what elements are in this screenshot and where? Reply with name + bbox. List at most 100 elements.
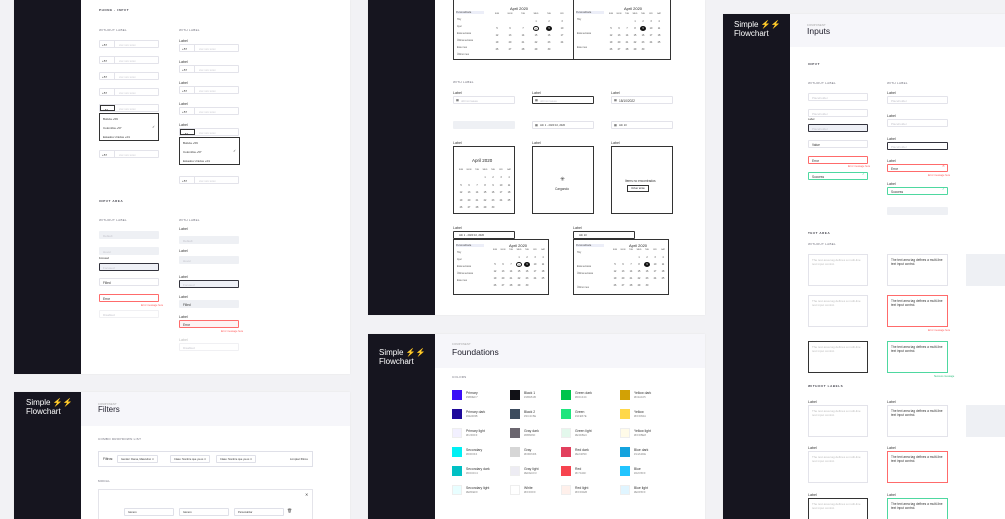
phone-field[interactable]: +57 xxx xxx xxxx [99, 88, 159, 96]
modal-chip[interactable]: Género [179, 508, 229, 516]
calendar-day[interactable]: 20 [617, 41, 621, 44]
calendar-day[interactable]: 7 [626, 27, 628, 30]
quick-option[interactable]: Este mes [577, 46, 587, 49]
calendar-day[interactable]: 8 [638, 263, 640, 266]
calendar-day[interactable]: 20 [508, 41, 512, 44]
calendar-day[interactable]: 4 [662, 256, 664, 259]
calendar-popup[interactable]: April 2020 SUN MON TUE WED THU FRI SAT 1 2 3 4 5 6 7 8… [453, 146, 515, 214]
calendar-day[interactable]: 28 [625, 48, 629, 51]
phone-field[interactable]: +57 xxx xxx xxxx [99, 72, 159, 80]
calendar-day[interactable]: 10 [653, 263, 657, 266]
calendar-day[interactable]: 3 [654, 256, 656, 259]
calendar-day[interactable]: 21 [625, 41, 629, 44]
calendar-day[interactable]: 19 [613, 277, 617, 280]
calendar-day[interactable]: 3 [650, 20, 652, 23]
calendar-day[interactable]: 21 [521, 41, 525, 44]
calendar-day[interactable]: 2 [526, 256, 528, 259]
clear-filters-button[interactable]: Limpiar filtros [290, 457, 308, 461]
calendar-day[interactable]: 24 [649, 41, 653, 44]
filled-input[interactable]: Filled [99, 278, 159, 286]
calendar-day[interactable]: 21 [509, 277, 513, 280]
calendar-day[interactable]: 13 [467, 191, 471, 194]
calendar-day[interactable]: 5 [460, 183, 462, 187]
country-option[interactable]: Bolivia +59 [103, 117, 118, 121]
calendar-day[interactable]: 4 [542, 256, 544, 259]
quick-option[interactable]: Personalizada [456, 11, 484, 14]
focused-input[interactable]: Placeholder [887, 142, 948, 150]
quick-option[interactable]: Esta semana [457, 265, 471, 268]
text-area[interactable]: The text area tag defines a multi-line t… [808, 405, 868, 437]
phone-field[interactable]: +57 xxx xxx xxxx [99, 150, 159, 158]
calendar-day[interactable]: 24 [653, 277, 657, 280]
calendar-day[interactable]: 5 [610, 27, 612, 30]
calendar-day[interactable]: 18 [507, 191, 511, 194]
calendar-day[interactable]: 26 [613, 284, 617, 287]
calendar-day[interactable]: 17 [499, 191, 503, 194]
calendar-day[interactable]: 26 [609, 48, 613, 51]
calendar-day[interactable]: 9 [644, 262, 650, 267]
calendar-day[interactable]: 9 [640, 26, 646, 31]
calendar-day[interactable]: 10 [533, 263, 537, 266]
phone-field[interactable]: +57 xxx xxx xxxx [99, 40, 159, 48]
range-input[interactable]: ▦ Abr 1 - 2020 10, 2020 [532, 121, 594, 129]
short-date-input[interactable]: ▦ Abr 10 [611, 121, 673, 129]
hover-input[interactable]: Hover [99, 247, 159, 255]
quick-option[interactable]: Hoy [457, 251, 462, 254]
calendar-day[interactable]: 26 [493, 284, 497, 287]
text-area-success[interactable]: The text area tag defines a multi-line t… [887, 341, 948, 373]
calendar-day[interactable]: 27 [617, 48, 621, 51]
calendar-day[interactable]: 13 [508, 34, 512, 37]
calendar-day[interactable]: 5 [496, 27, 498, 30]
calendar-day[interactable]: 1 [518, 256, 520, 259]
calendar-day[interactable]: 14 [629, 270, 633, 273]
calendar-day[interactable]: 8 [634, 27, 636, 30]
error-input[interactable]: Error [179, 320, 239, 328]
quick-option[interactable]: Última semana [457, 272, 473, 275]
calendar-day[interactable]: 6 [502, 263, 504, 266]
calendar-day[interactable]: 15 [517, 270, 521, 273]
calendar-day[interactable]: 23 [525, 277, 529, 280]
filter-chip[interactable]: Clase: Nombre que ya es ✕ [216, 455, 257, 463]
focused-input[interactable]: Placeholder [808, 124, 868, 132]
calendar-day[interactable]: 8 [484, 183, 486, 187]
calendar-day[interactable]: 2 [492, 176, 494, 179]
text-area[interactable]: The text area tag defines a multi-line t… [887, 254, 948, 286]
calendar-day[interactable]: 26 [459, 206, 463, 209]
calendar-day[interactable]: 24 [560, 41, 564, 44]
calendar-day[interactable]: 1 [638, 256, 640, 259]
focused-input[interactable]: Focused [179, 280, 239, 288]
calendar-day[interactable]: 7 [522, 27, 524, 30]
calendar-day[interactable]: 20 [467, 198, 471, 202]
text-area-error[interactable]: The text area tag defines a multi-line t… [887, 451, 948, 483]
quick-option[interactable]: Esta semana [577, 32, 591, 35]
modal-chip[interactable]: Personalizar [234, 508, 284, 516]
calendar-day[interactable]: 14 [521, 34, 525, 37]
hover-input[interactable]: Hover [179, 256, 239, 264]
calendar-day[interactable]: 1 [634, 20, 636, 23]
text-input[interactable]: Placeholder [808, 93, 868, 101]
phone-field-open[interactable]: +57 xxx xxx xxxx [179, 128, 239, 136]
date-input[interactable]: ▦ dd/mm/aaaa [532, 96, 594, 104]
calendar-day[interactable]: 8 [516, 262, 522, 267]
filter-chip[interactable]: Clase: Nombre que ya es ✕ [170, 455, 211, 463]
calendar-day[interactable]: 23 [641, 41, 645, 44]
calendar-day[interactable]: 10 [560, 27, 564, 30]
calendar-day[interactable]: 22 [534, 41, 538, 44]
quick-option[interactable]: Ayer [457, 25, 462, 28]
quick-option[interactable]: Este mes [457, 279, 467, 282]
calendar-day[interactable]: 24 [499, 198, 503, 202]
calendar-day[interactable]: 27 [508, 48, 512, 51]
calendar-day[interactable]: 10 [499, 183, 503, 187]
modal-chip[interactable]: Género [124, 508, 174, 516]
quick-option[interactable]: Última semana [577, 272, 593, 275]
calendar-day[interactable]: 16 [641, 34, 645, 37]
calendar-day[interactable]: 11 [657, 27, 661, 30]
calendar-day[interactable]: 28 [475, 206, 479, 209]
calendar-day[interactable]: 15 [483, 191, 487, 194]
default-input[interactable]: Default [99, 231, 159, 239]
short-date-input[interactable]: Abr 10 [573, 231, 635, 239]
calendar-day[interactable]: 16 [491, 191, 495, 194]
calendar-day[interactable]: 27 [467, 206, 471, 209]
calendar-day[interactable]: 3 [534, 256, 536, 259]
calendar-day[interactable]: 4 [658, 20, 660, 23]
